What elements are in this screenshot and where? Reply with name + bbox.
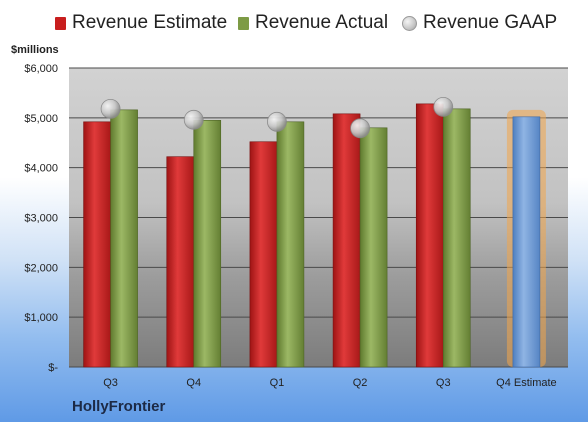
y-axis: $- $1,000 $2,000 $3,000 $4,000 $5,000 $6,000 (24, 63, 58, 374)
bar-revenue-actual (110, 109, 138, 368)
x-tick-label: Q2 (353, 377, 368, 389)
marker-revenue-gaap (433, 96, 454, 117)
legend-swatch-estimate (55, 16, 66, 30)
bar-revenue-estimate (415, 103, 444, 368)
marker-revenue-gaap (100, 98, 121, 119)
legend-item-estimate: Revenue Estimate (55, 12, 227, 34)
legend: Revenue Estimate Revenue Actual Revenue … (0, 12, 588, 42)
bar-revenue-estimate (83, 121, 111, 368)
y-tick-label: $4,000 (24, 163, 58, 175)
bars (83, 103, 546, 368)
company-label: HollyFrontier (72, 398, 166, 415)
legend-label-actual: Revenue Actual (255, 12, 389, 33)
x-axis: Q3 Q4 Q1 Q2 Q3 Q4 Estimate (103, 377, 556, 389)
bar-revenue-actual (359, 127, 388, 368)
legend-swatch-gaap (402, 15, 417, 31)
marker-revenue-gaap (183, 109, 204, 130)
y-tick-label: $1,000 (24, 312, 58, 324)
y-tick-label: $5,000 (24, 113, 58, 125)
y-tick-label: $3,000 (24, 213, 58, 225)
bar-revenue-actual (442, 108, 471, 368)
bar-revenue-estimate (166, 156, 195, 368)
bar-revenue-estimate (249, 141, 278, 368)
y-tick-label: $2,000 (24, 262, 58, 274)
legend-item-actual: Revenue Actual (238, 12, 388, 34)
marker-revenue-gaap (350, 118, 370, 139)
bar-revenue-actual (193, 120, 222, 368)
bar-revenue-actual (276, 121, 305, 368)
legend-item-gaap: Revenue GAAP (402, 12, 557, 34)
x-tick-label: Q1 (270, 377, 285, 389)
gaap-markers (100, 96, 454, 139)
legend-label-estimate: Revenue Estimate (72, 12, 228, 33)
bar-revenue-estimate-forecast (512, 116, 541, 368)
y-tick-label: $6,000 (24, 63, 58, 75)
x-tick-label: Q4 Estimate (496, 377, 557, 389)
legend-label-gaap: Revenue GAAP (423, 12, 558, 33)
bar-revenue-estimate (332, 113, 361, 368)
x-tick-label: Q4 (186, 377, 201, 389)
legend-swatch-actual (238, 16, 249, 30)
marker-revenue-gaap (267, 111, 287, 132)
x-tick-label: Q3 (103, 377, 118, 389)
y-tick-label: $- (48, 362, 58, 374)
x-tick-label: Q3 (436, 377, 451, 389)
units-label: $millions (11, 44, 59, 56)
gridlines (69, 67, 568, 368)
